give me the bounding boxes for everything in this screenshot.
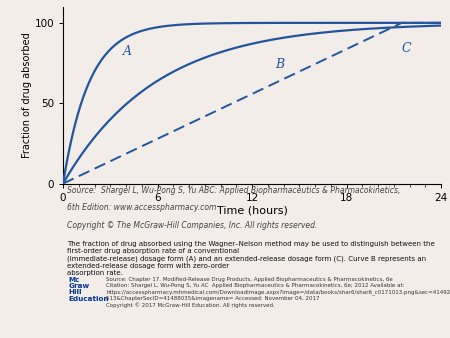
Text: Mc
Graw
Hill
Education: Mc Graw Hill Education [69, 277, 109, 301]
Text: Source: Chapter 17. Modified-Release Drug Products, Applied Biopharmaceutics & P: Source: Chapter 17. Modified-Release Dru… [107, 277, 450, 308]
Text: Source:  Shargel L, Wu-Pong S, Yu ABC: Applied Biopharmaceutics & Pharmacokineti: Source: Shargel L, Wu-Pong S, Yu ABC: Ap… [67, 186, 400, 195]
Text: The fraction of drug absorbed using the Wagner–Nelson method may be used to dist: The fraction of drug absorbed using the … [67, 241, 435, 276]
Y-axis label: Fraction of drug absorbed: Fraction of drug absorbed [22, 32, 32, 158]
X-axis label: Time (hours): Time (hours) [216, 206, 288, 215]
Text: A: A [123, 45, 132, 58]
Text: B: B [275, 58, 285, 71]
Text: C: C [401, 42, 411, 55]
Text: 6th Edition: www.accesspharmacy.com: 6th Edition: www.accesspharmacy.com [67, 203, 216, 213]
Text: Copyright © The McGraw-Hill Companies, Inc. All rights reserved.: Copyright © The McGraw-Hill Companies, I… [67, 221, 317, 231]
